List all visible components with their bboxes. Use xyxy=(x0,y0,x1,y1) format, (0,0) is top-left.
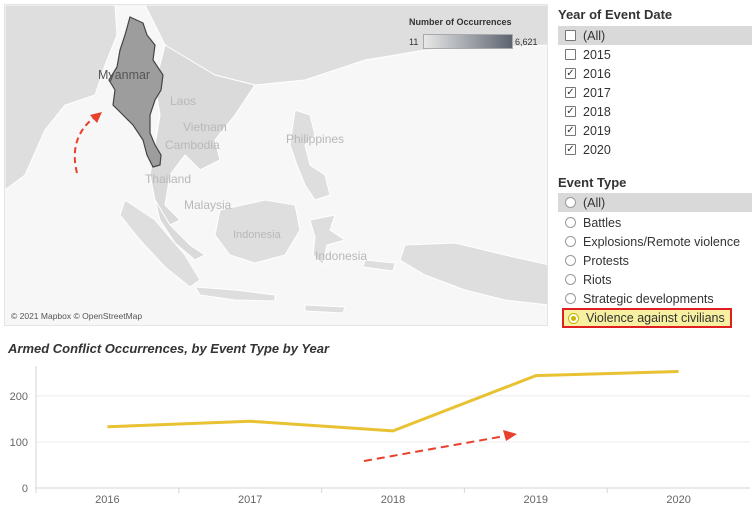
event-option-label: Battles xyxy=(583,215,622,230)
data-point[interactable] xyxy=(101,421,113,433)
land-sumatra xyxy=(119,199,201,288)
radio-selected-icon[interactable] xyxy=(568,312,579,324)
year-option-label: (All) xyxy=(583,28,606,43)
event-option-all[interactable]: (All) xyxy=(558,193,752,212)
year-option-label: 2016 xyxy=(583,66,611,81)
event-option-label: Riots xyxy=(583,272,612,287)
checkbox-icon[interactable] xyxy=(565,30,576,41)
event-option-label: (All) xyxy=(583,195,606,210)
radio-icon[interactable] xyxy=(565,293,576,304)
radio-icon[interactable] xyxy=(565,255,576,266)
line-chart[interactable]: 0 100 200 2016 2017 2018 2019 2020 xyxy=(0,362,756,512)
year-option-2015[interactable]: 2015 xyxy=(558,45,752,64)
data-point[interactable] xyxy=(673,366,685,378)
y-tick-label: 0 xyxy=(22,483,28,495)
land-peninsula xyxy=(154,199,206,261)
chart-title: Armed Conflict Occurrences, by Event Typ… xyxy=(8,341,330,356)
y-tick-label: 100 xyxy=(10,437,28,449)
chart-x-axis: 2016 2017 2018 2019 2020 xyxy=(35,487,750,506)
legend-min: 11 xyxy=(409,37,419,47)
chart-annotation-arrowhead xyxy=(503,430,517,441)
year-option-label: 2015 xyxy=(583,47,611,62)
chart-gridlines xyxy=(36,395,750,489)
chart-y-axis: 0 100 200 xyxy=(10,366,37,495)
land-borneo xyxy=(214,199,301,264)
legend-gradient-bar xyxy=(423,34,513,49)
radio-icon[interactable] xyxy=(565,274,576,285)
label-philippines: Philippines xyxy=(286,132,345,146)
radio-icon[interactable] xyxy=(565,236,576,247)
label-cambodia: Cambodia xyxy=(165,138,220,152)
y-tick-label: 200 xyxy=(10,391,28,403)
map-view[interactable]: Myanmar Laos Vietnam Cambodia Thailand P… xyxy=(4,4,548,326)
land-india xyxy=(5,5,118,191)
x-tick-label: 2016 xyxy=(95,494,119,506)
event-option-label: Protests xyxy=(583,253,629,268)
checkmark-icon[interactable]: ✓ xyxy=(565,143,576,155)
event-option-violence-civilians[interactable]: Violence against civilians xyxy=(562,308,732,328)
series-line[interactable] xyxy=(107,370,679,433)
land-indochina xyxy=(149,44,256,226)
x-tick-label: 2020 xyxy=(666,494,690,506)
label-thailand: Thailand xyxy=(145,172,192,186)
map-annotation-arrow xyxy=(73,116,96,174)
checkmark-icon[interactable]: ✓ xyxy=(565,105,576,117)
event-option-strategic[interactable]: Strategic developments xyxy=(558,289,752,308)
x-tick-label: 2017 xyxy=(238,494,262,506)
land-sulawesi xyxy=(309,214,347,267)
legend-max: 6,621 xyxy=(515,37,538,47)
event-option-label: Strategic developments xyxy=(583,291,714,306)
event-option-label: Violence against civilians xyxy=(586,311,725,325)
land-java xyxy=(194,286,276,302)
country-myanmar[interactable] xyxy=(108,16,164,168)
radio-icon[interactable] xyxy=(565,217,576,228)
label-myanmar: Myanmar xyxy=(98,68,151,82)
year-option-label: 2017 xyxy=(583,85,611,100)
year-option-2020[interactable]: ✓ 2020 xyxy=(558,140,752,159)
year-filter-title: Year of Event Date xyxy=(558,7,673,22)
year-option-label: 2019 xyxy=(583,123,611,138)
label-vietnam: Vietnam xyxy=(183,120,227,134)
data-point[interactable] xyxy=(244,415,256,427)
label-malaysia: Malaysia xyxy=(184,198,232,212)
land-islands-east xyxy=(304,259,396,314)
land-philippines xyxy=(289,109,331,201)
event-option-label: Explosions/Remote violence xyxy=(583,234,741,249)
label-indonesia-west: Indonesia xyxy=(233,229,281,241)
label-indonesia-east: Indonesia xyxy=(315,249,368,263)
year-option-2017[interactable]: ✓ 2017 xyxy=(558,83,752,102)
checkmark-icon[interactable]: ✓ xyxy=(565,67,576,79)
event-option-explosions[interactable]: Explosions/Remote violence xyxy=(558,232,752,251)
checkbox-icon[interactable] xyxy=(565,49,576,60)
color-legend: Number of Occurrences 11 6,621 xyxy=(405,13,545,55)
checkmark-icon[interactable]: ✓ xyxy=(565,124,576,136)
data-point[interactable] xyxy=(530,370,542,382)
event-option-riots[interactable]: Riots xyxy=(558,270,752,289)
year-option-label: 2020 xyxy=(583,142,611,157)
radio-icon[interactable] xyxy=(565,197,576,208)
x-tick-label: 2018 xyxy=(381,494,405,506)
label-laos: Laos xyxy=(170,94,197,108)
year-option-2016[interactable]: ✓ 2016 xyxy=(558,64,752,83)
map-canvas xyxy=(5,5,547,325)
map-annotation-arrowhead xyxy=(90,112,102,123)
x-tick-label: 2019 xyxy=(524,494,548,506)
year-option-2018[interactable]: ✓ 2018 xyxy=(558,102,752,121)
event-filter-title: Event Type xyxy=(558,175,627,190)
year-option-label: 2018 xyxy=(583,104,611,119)
checkmark-icon[interactable]: ✓ xyxy=(565,86,576,98)
year-option-2019[interactable]: ✓ 2019 xyxy=(558,121,752,140)
legend-title: Number of Occurrences xyxy=(409,17,512,27)
chart-series xyxy=(101,366,685,437)
map-attribution: © 2021 Mapbox © OpenStreetMap xyxy=(11,311,143,321)
event-option-protests[interactable]: Protests xyxy=(558,251,752,270)
data-point[interactable] xyxy=(387,425,399,437)
chart-annotation-arrow xyxy=(363,435,506,462)
land-newguinea xyxy=(399,242,547,306)
year-option-all[interactable]: (All) xyxy=(558,26,752,45)
event-option-battles[interactable]: Battles xyxy=(558,213,752,232)
